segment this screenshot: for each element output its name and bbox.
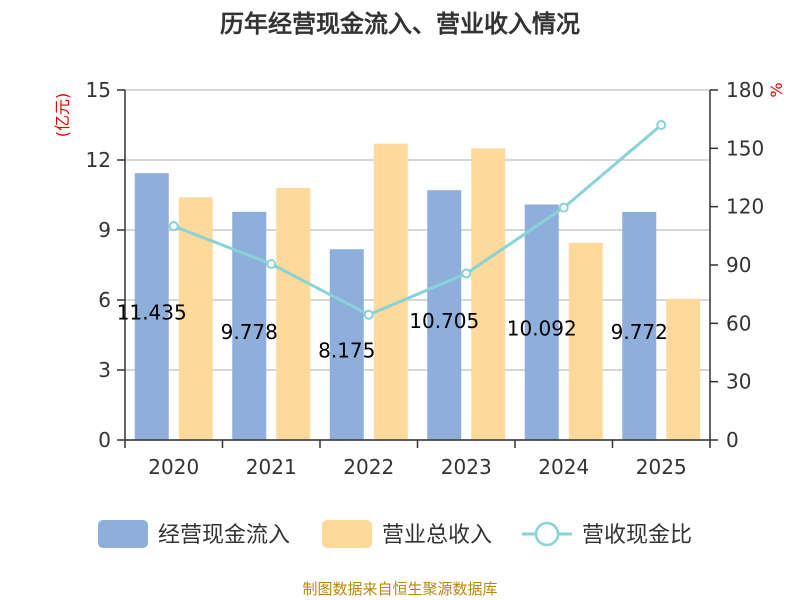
x-tick-label: 2024 xyxy=(538,455,589,479)
data-label: 8.175 xyxy=(318,339,375,363)
right-tick-label: 150 xyxy=(726,136,764,160)
bar-revenue xyxy=(666,298,701,440)
ratio-point xyxy=(266,259,277,270)
bar-cash-inflow xyxy=(524,204,559,440)
bar-revenue xyxy=(471,148,506,441)
ratio-point xyxy=(656,120,667,130)
ratio-line-path xyxy=(173,123,663,317)
bar-cash-inflow xyxy=(622,211,657,440)
data-label: 9.772 xyxy=(611,320,668,344)
bar-revenue xyxy=(373,143,408,440)
left-tick-label: 6 xyxy=(98,288,111,312)
x-tick-label: 2023 xyxy=(441,455,492,479)
ratio-line xyxy=(168,120,667,320)
legend-swatch xyxy=(98,520,148,548)
left-tick-label: 0 xyxy=(98,428,111,452)
bar-revenue xyxy=(276,188,311,440)
x-tick-label: 2025 xyxy=(636,455,687,479)
left-tick-label: 12 xyxy=(86,148,111,172)
bars xyxy=(134,143,701,441)
left-tick-label: 9 xyxy=(98,218,111,242)
right-tick-label: 30 xyxy=(726,370,751,394)
bar-cash-inflow xyxy=(329,249,364,440)
ratio-point xyxy=(461,268,472,279)
bar-cash-inflow xyxy=(427,190,462,440)
ratio-point xyxy=(168,221,179,232)
x-tick-label: 2022 xyxy=(343,455,394,479)
x-tick-label: 2021 xyxy=(246,455,297,479)
legend: 经营现金流入 营业总收入 营收现金比 xyxy=(98,520,692,548)
chart-title: 历年经营现金流入、营业收入情况 xyxy=(220,10,580,38)
right-tick-label: 0 xyxy=(726,428,739,452)
data-label: 10.092 xyxy=(507,316,577,340)
left-axis-unit: (亿元) xyxy=(53,93,72,138)
right-tick-label: 120 xyxy=(726,195,764,219)
legend-label: 营收现金比 xyxy=(582,523,692,548)
legend-label: 营业总收入 xyxy=(382,523,492,548)
data-labels: 11.435 9.778 8.175 10.705 10.092 9.772 xyxy=(117,301,668,363)
legend-label: 经营现金流入 xyxy=(158,523,290,548)
data-label: 10.705 xyxy=(409,309,479,333)
right-tick-label: 90 xyxy=(726,253,751,277)
x-tick-label: 2020 xyxy=(148,455,199,479)
ratio-point xyxy=(363,309,374,320)
right-axis-unit: % xyxy=(767,82,786,97)
right-tick-label: 180 xyxy=(726,78,764,102)
data-label: 9.778 xyxy=(221,320,278,344)
source-note: 制图数据来自恒生聚源数据库 xyxy=(302,580,497,598)
legend-marker xyxy=(534,521,560,547)
bar-cash-inflow xyxy=(134,173,169,440)
legend-swatch xyxy=(322,520,372,548)
right-tick-label: 60 xyxy=(726,311,751,335)
bar-revenue xyxy=(568,242,603,440)
data-label: 11.435 xyxy=(117,301,187,325)
left-tick-label: 3 xyxy=(98,358,111,382)
ratio-point xyxy=(558,202,569,213)
left-tick-label: 15 xyxy=(86,78,111,102)
